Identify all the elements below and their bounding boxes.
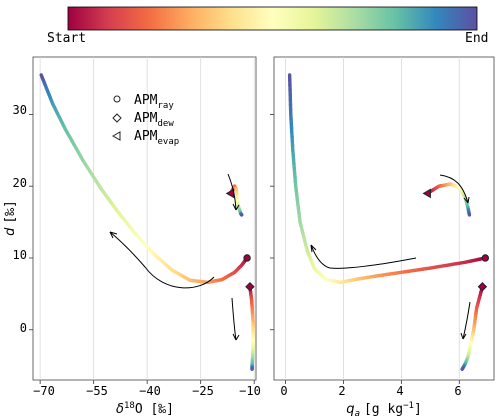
colorbar-start-label: Start xyxy=(47,31,86,46)
legend-triangle-marker-icon xyxy=(111,131,121,141)
series-APMevap xyxy=(225,184,244,217)
right-xtick-label: 2 xyxy=(338,384,345,398)
left-xtick-label: −70 xyxy=(33,384,55,398)
arrowhead xyxy=(460,332,467,340)
left-ytick-label: 30 xyxy=(13,103,27,117)
legend-circle-marker-icon xyxy=(113,95,121,103)
right-xtick-label: 0 xyxy=(280,384,287,398)
series-APMray xyxy=(287,73,490,285)
left-tick-marks xyxy=(29,114,255,384)
left-panel: −70 −55 −40 −25 −10 0 10 20 30 δ18O [‰] … xyxy=(3,56,261,417)
left-ytick-label: 10 xyxy=(13,248,27,262)
left-plot-area xyxy=(39,73,256,371)
right-xaxis-label: qa [g kg−1] xyxy=(346,401,422,419)
arrowhead xyxy=(232,333,240,341)
series-APMdew xyxy=(460,281,488,371)
arrowhead xyxy=(232,203,240,211)
legend-diamond-marker-icon xyxy=(112,113,122,123)
arrowhead xyxy=(463,196,470,204)
series-APMray xyxy=(39,73,251,285)
trajectory-arrow xyxy=(310,244,417,269)
legend-label-dew: APMdew xyxy=(134,111,174,129)
right-arrows xyxy=(310,174,471,340)
left-ytick-label: 0 xyxy=(20,321,27,335)
legend: APMray APMdew APMevap xyxy=(111,93,179,147)
trajectory-arrow xyxy=(462,301,471,340)
start-marker-left-triangle xyxy=(225,188,235,199)
start-marker-circle xyxy=(243,254,251,262)
colorbar-gradient xyxy=(67,6,478,31)
right-xtick-label: 4 xyxy=(396,384,403,398)
right-gridlines xyxy=(285,57,460,380)
left-xtick-label: −55 xyxy=(86,384,108,398)
series-segment xyxy=(39,73,44,78)
arrowhead xyxy=(310,244,317,253)
start-marker-diamond xyxy=(245,281,255,292)
start-marker-circle xyxy=(481,254,490,262)
right-plot-area xyxy=(287,73,490,371)
left-arrows xyxy=(109,173,240,341)
start-marker-left-triangle xyxy=(422,188,431,199)
left-xtick-label: −10 xyxy=(239,384,261,398)
arrowhead xyxy=(109,231,118,239)
right-xtick-label: 6 xyxy=(454,384,461,398)
start-marker-diamond xyxy=(477,281,488,292)
trajectory-arrow xyxy=(439,174,469,204)
left-xaxis-label: δ18O [‰] xyxy=(116,401,174,417)
right-panel-frame xyxy=(273,56,495,381)
right-panel: 0 2 4 6 qa [g kg−1] xyxy=(270,56,495,419)
right-tick-marks xyxy=(270,114,460,384)
legend-label-evap: APMevap xyxy=(134,129,179,147)
colorbar-end-label: End xyxy=(465,31,488,46)
legend-label-ray: APMray xyxy=(134,93,174,111)
left-panel-frame xyxy=(32,56,257,381)
trajectory-arrow xyxy=(109,231,215,289)
left-xtick-label: −25 xyxy=(192,384,214,398)
left-ytick-label: 20 xyxy=(13,176,27,190)
left-yaxis-label: d[‰] xyxy=(3,200,18,236)
trajectory-arrow xyxy=(227,173,237,211)
colorbar: Start End xyxy=(47,6,488,46)
left-xtick-label: −40 xyxy=(139,384,161,398)
trajectory-arrow xyxy=(231,297,237,341)
series-APMdew xyxy=(245,281,256,371)
